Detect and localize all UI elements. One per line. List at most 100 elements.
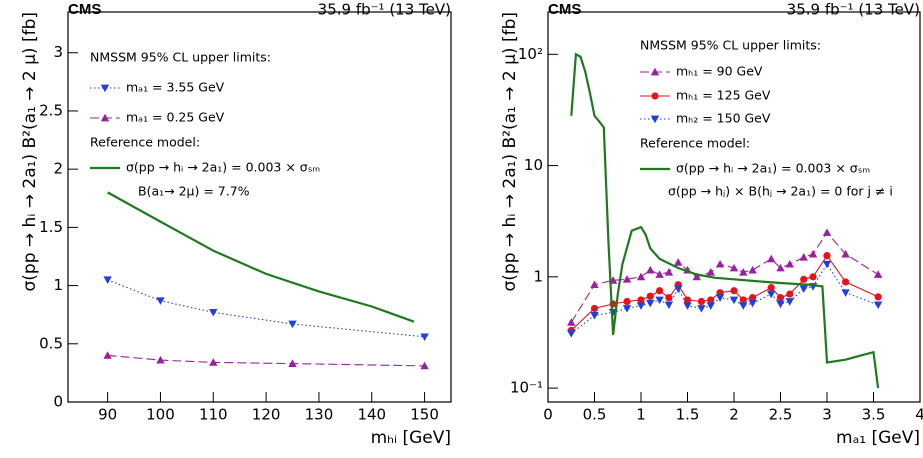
- marker: [873, 301, 883, 310]
- marker: [420, 333, 429, 342]
- marker: [683, 302, 692, 310]
- marker: [567, 330, 576, 338]
- marker: [739, 302, 748, 310]
- marker: [749, 294, 757, 302]
- marker: [637, 296, 645, 304]
- x-tick-label: 4: [915, 406, 923, 424]
- y-tick-label: 1: [533, 267, 543, 285]
- y-tick-label: 2.5: [39, 101, 63, 119]
- legend-label: mₕ₂ = 150 GeV: [676, 111, 771, 126]
- marker: [650, 67, 660, 76]
- x-tick-label: 140: [357, 406, 386, 424]
- legend-header: NMSSM 95% CL upper limits:: [90, 50, 271, 65]
- marker: [799, 285, 808, 294]
- marker: [590, 280, 599, 289]
- x-tick-label: 100: [146, 406, 175, 424]
- legend-header: Reference model:: [90, 135, 200, 150]
- x-tick-label: 1: [636, 406, 646, 424]
- marker: [103, 351, 112, 359]
- marker: [715, 259, 725, 268]
- legend-label: mₐ₁ = 0.25 GeV: [126, 110, 225, 125]
- marker: [767, 284, 775, 292]
- marker: [739, 296, 747, 304]
- x-tick-label: 110: [199, 406, 228, 424]
- marker: [664, 268, 674, 276]
- legend-note: B(a₁→ 2μ) = 7.7%: [138, 184, 250, 199]
- marker: [650, 115, 660, 124]
- marker: [873, 270, 883, 278]
- experiment-label: CMS: [68, 1, 101, 18]
- legend-label: mₐ₁ = 3.55 GeV: [126, 80, 225, 95]
- marker: [823, 252, 831, 260]
- plot-area: [567, 52, 883, 389]
- series-line: [570, 52, 880, 389]
- marker: [636, 302, 646, 310]
- marker: [809, 273, 817, 281]
- series-line: [107, 354, 425, 367]
- marker: [664, 301, 674, 310]
- marker: [739, 268, 748, 276]
- y-tick-label: 0: [53, 393, 63, 411]
- y-tick-label: 10⁻¹: [510, 379, 543, 397]
- marker: [799, 253, 808, 261]
- marker: [590, 312, 599, 320]
- legend-label: σ(pp → hᵢ → 2a₁) = 0.003 × σₛₘ: [126, 160, 320, 175]
- y-tick-label: 1: [53, 276, 63, 294]
- marker: [288, 320, 297, 329]
- lumi-label: 35.9 fb⁻¹ (13 TeV): [787, 1, 920, 19]
- marker: [100, 84, 110, 93]
- marker: [786, 290, 794, 298]
- marker: [156, 355, 165, 364]
- y-tick-label: 1.5: [39, 218, 63, 236]
- x-tick-label: 3.5: [862, 406, 886, 424]
- panel: CMS 35.9 fb⁻¹ (13 TeV)90 100 110 120 130 140 15…: [20, 1, 452, 448]
- x-tick-label: 2: [729, 406, 739, 424]
- y-tick-label: 3: [53, 43, 63, 61]
- y-tick-label: 2: [53, 160, 63, 178]
- legend-label: mₕ₁ = 125 GeV: [676, 88, 771, 103]
- marker: [841, 289, 850, 297]
- marker: [776, 294, 785, 302]
- marker: [622, 275, 632, 283]
- marker: [808, 249, 818, 258]
- marker: [785, 259, 794, 268]
- legend-label: σ(pp → hᵢ → 2a₁) = 0.003 × σₛₘ: [676, 161, 870, 176]
- y-tick-label: 0.5: [39, 334, 63, 352]
- marker: [706, 268, 715, 276]
- marker: [651, 92, 659, 100]
- marker: [707, 296, 715, 304]
- marker: [692, 272, 701, 281]
- marker: [665, 294, 673, 302]
- marker: [706, 302, 715, 310]
- x-tick-label: 2.5: [769, 406, 793, 424]
- series-line: [107, 191, 415, 323]
- marker: [748, 299, 757, 308]
- x-tick-label: 120: [252, 406, 281, 424]
- marker: [646, 299, 655, 308]
- marker: [646, 265, 655, 274]
- marker: [874, 293, 882, 301]
- marker: [420, 361, 429, 370]
- x-axis-label: mₕᵢ [GeV]: [371, 428, 451, 448]
- marker: [842, 278, 850, 286]
- marker: [697, 305, 706, 313]
- x-tick-label: 150: [410, 406, 439, 424]
- x-tick-label: 3: [822, 406, 832, 424]
- marker: [822, 260, 832, 269]
- plot-area: [103, 191, 429, 370]
- marker: [655, 296, 664, 305]
- marker: [656, 287, 664, 295]
- x-tick-label: 0: [543, 406, 553, 424]
- marker: [776, 300, 785, 309]
- marker: [800, 275, 808, 283]
- marker: [646, 292, 654, 300]
- marker: [729, 296, 739, 305]
- marker: [729, 263, 739, 272]
- marker: [776, 263, 785, 272]
- marker: [156, 297, 165, 305]
- y-tick-label: 10²: [518, 45, 543, 63]
- marker: [100, 113, 110, 122]
- marker: [567, 318, 576, 326]
- x-tick-label: 130: [305, 406, 334, 424]
- legend-label: mₕ₁ = 90 GeV: [676, 64, 763, 79]
